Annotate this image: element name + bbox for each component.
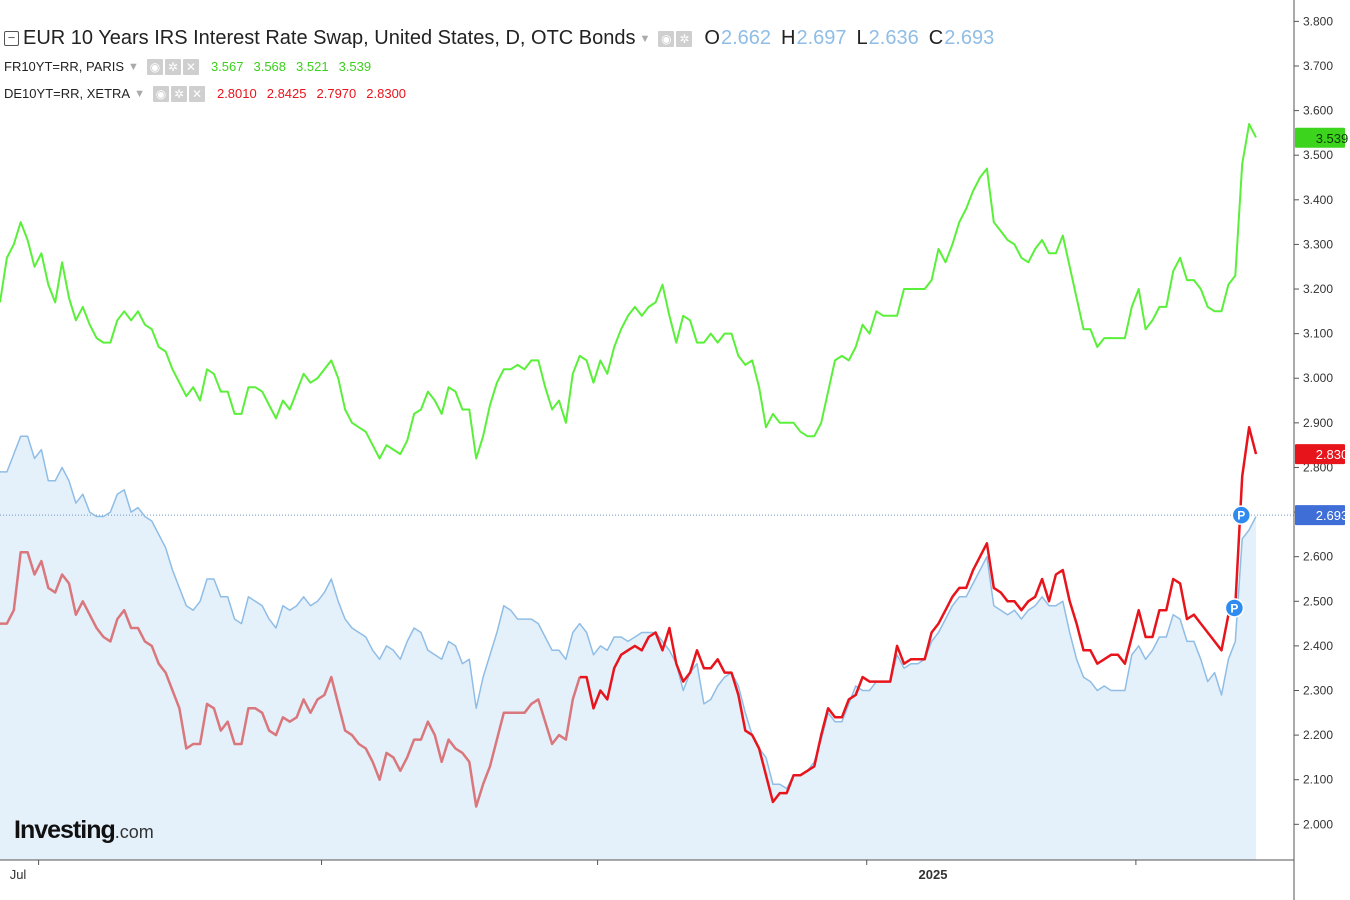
fr-close-value: 3.539 xyxy=(338,59,372,75)
overlay-layer: 3.539 2.830 2.693 P P xyxy=(1224,127,1349,618)
chevron-down-icon[interactable]: ▼ xyxy=(134,87,145,100)
visibility-icon[interactable]: ◉ xyxy=(152,85,169,102)
high-label: H xyxy=(781,27,796,50)
swap-series-line xyxy=(0,435,1257,790)
main-series-title: EUR 10 Years IRS Interest Rate Swap, Uni… xyxy=(23,27,636,50)
y-tick-label: 3.700 xyxy=(1303,59,1333,73)
legend-fr[interactable]: FR10YT=RR, PARIS ▼ ◉ ✲ ✕ 3.567 3.568 3.521 3.539 xyxy=(4,58,371,75)
swap-price-tag-label: 2.693 xyxy=(1316,508,1349,523)
close-icon[interactable]: ✕ xyxy=(188,85,205,102)
de-close-value: 2.8300 xyxy=(366,86,407,102)
de-series-title: DE10YT=RR, XETRA xyxy=(4,86,131,102)
legend-de[interactable]: DE10YT=RR, XETRA ▼ ◉ ✲ ✕ 2.8010 2.8425 2.7970 2.… xyxy=(4,85,406,102)
p-marker-label: P xyxy=(1237,509,1245,523)
gear-icon[interactable]: ✲ xyxy=(164,58,181,75)
de-series-line-faded xyxy=(0,550,581,808)
logo-name: Investing xyxy=(14,816,116,844)
y-tick-label: 3.800 xyxy=(1303,14,1333,28)
y-tick-label: 3.400 xyxy=(1303,193,1333,207)
logo-suffix: .com xyxy=(114,822,154,842)
close-value: 2.693 xyxy=(944,27,995,50)
de-price-tag-label: 2.830 xyxy=(1316,447,1349,462)
y-tick-label: 3.000 xyxy=(1303,371,1333,385)
y-tick-label: 2.300 xyxy=(1303,683,1333,697)
y-tick-label: 3.600 xyxy=(1303,104,1333,118)
fr-price-tag-label: 3.539 xyxy=(1316,131,1349,146)
x-tick-label: 2025 xyxy=(919,867,948,882)
de-open-value: 2.8010 xyxy=(216,86,257,102)
chevron-down-icon[interactable]: ▼ xyxy=(639,32,651,45)
y-tick-label: 3.300 xyxy=(1303,237,1333,251)
fr-series-line xyxy=(0,123,1257,460)
p-marker-icon xyxy=(1231,505,1252,525)
y-tick-label: 2.400 xyxy=(1303,639,1333,653)
close-icon[interactable]: ✕ xyxy=(182,58,199,75)
y-tick-label: 2.600 xyxy=(1303,550,1333,564)
visibility-icon[interactable]: ◉ xyxy=(658,30,675,47)
de-price-tag xyxy=(1295,444,1345,465)
series-layer xyxy=(0,123,1258,808)
close-label: C xyxy=(928,27,944,50)
gear-icon[interactable]: ✲ xyxy=(676,30,693,47)
swap-area-fill xyxy=(0,436,1256,860)
de-series-line xyxy=(579,426,1258,804)
x-tick-label: Jul xyxy=(10,867,27,882)
de-high-value: 2.8425 xyxy=(266,86,307,102)
y-tick-label: 2.200 xyxy=(1303,728,1333,742)
open-value: 2.662 xyxy=(720,27,772,50)
p-marker-label: P xyxy=(1230,601,1238,615)
visibility-icon[interactable]: ◉ xyxy=(146,58,163,75)
y-tick-label: 2.500 xyxy=(1303,594,1333,608)
y-tick-label: 3.200 xyxy=(1303,282,1333,296)
p-marker-icon xyxy=(1224,598,1245,618)
swap-area-layer xyxy=(0,436,1294,860)
fr-open-value: 3.567 xyxy=(210,59,244,75)
legend-main[interactable]: − EUR 10 Years IRS Interest Rate Swap, Un… xyxy=(4,27,994,50)
swap-price-tag xyxy=(1295,505,1345,526)
y-tick-label: 2.000 xyxy=(1303,817,1333,831)
investing-logo[interactable]: Investing.com xyxy=(14,816,154,845)
collapse-icon[interactable]: − xyxy=(4,31,19,47)
low-value: 2.636 xyxy=(868,27,919,50)
fr-high-value: 3.568 xyxy=(253,59,287,75)
chevron-down-icon[interactable]: ▼ xyxy=(128,60,139,73)
y-tick-label: 2.100 xyxy=(1303,773,1333,787)
de-low-value: 2.7970 xyxy=(316,86,357,102)
low-label: L xyxy=(856,27,868,50)
gear-icon[interactable]: ✲ xyxy=(170,85,187,102)
y-tick-label: 3.500 xyxy=(1303,148,1333,162)
fr-low-value: 3.521 xyxy=(296,59,329,75)
high-value: 2.697 xyxy=(796,27,847,50)
open-label: O xyxy=(704,27,720,50)
y-tick-label: 2.900 xyxy=(1303,416,1333,430)
fr-price-tag xyxy=(1295,127,1345,148)
y-tick-label: 3.100 xyxy=(1303,327,1333,341)
fr-series-title: FR10YT=RR, PARIS xyxy=(4,59,125,75)
